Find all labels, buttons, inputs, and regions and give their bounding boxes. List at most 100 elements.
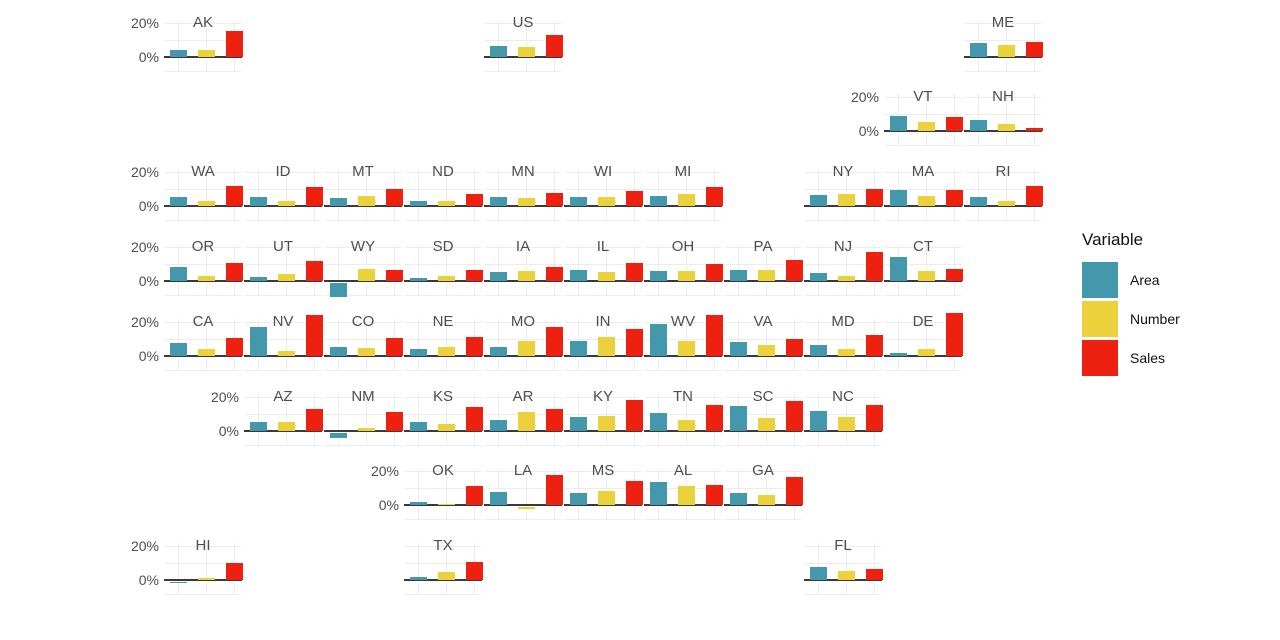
panel-title-SD: SD (432, 238, 454, 255)
gridline-vertical (446, 169, 447, 221)
gridline-horizontal (405, 488, 481, 489)
state-panel-LA: LA (484, 462, 563, 520)
gridline-horizontal (485, 322, 561, 323)
state-panel-WY: WY (324, 238, 403, 297)
bar-area-IL (570, 270, 587, 281)
gridline-horizontal (725, 471, 801, 472)
gridline-horizontal (965, 23, 1041, 24)
panel-title-NJ: NJ (833, 238, 853, 255)
bar-area-CO (330, 347, 347, 356)
gridline-horizontal (165, 339, 241, 340)
bar-sales-FL (866, 569, 883, 580)
state-panel-MD: MD (804, 313, 883, 371)
gridline-vertical (1006, 169, 1007, 221)
state-panel-IN: IN (564, 313, 643, 371)
bar-area-WA (170, 197, 187, 206)
bar-sales-CO (386, 338, 403, 356)
bar-area-KS (410, 422, 427, 431)
panel-title-NC: NC (832, 388, 854, 405)
panel-title-DE: DE (912, 313, 934, 330)
gridline-horizontal (965, 97, 1041, 98)
bar-sales-WI (626, 191, 643, 206)
bar-number-WA (198, 201, 215, 206)
gridline-horizontal (725, 397, 801, 398)
bar-number-RI (998, 201, 1015, 206)
gridline-horizontal (645, 189, 721, 190)
gridline-horizontal (245, 339, 321, 340)
gridline-vertical (1034, 94, 1035, 146)
gridline-horizontal (725, 445, 801, 446)
gridline-vertical (578, 169, 579, 221)
bar-sales-VA (786, 339, 803, 356)
panel-title-WA: WA (191, 163, 215, 180)
bar-area-NY (810, 195, 827, 206)
bar-area-SD (410, 278, 427, 281)
bar-number-OH (678, 271, 695, 281)
x-axis-line (164, 280, 242, 282)
state-panel-IA: IA (484, 238, 563, 296)
bar-area-NE (410, 349, 427, 356)
x-axis-line (804, 430, 882, 432)
x-axis-line (644, 280, 722, 282)
bar-area-MI (650, 196, 667, 206)
gridline-vertical (338, 394, 339, 446)
y-axis-label-0-CA: 0% (138, 348, 159, 364)
gridline-horizontal (805, 546, 881, 547)
gridline-horizontal (405, 172, 481, 173)
gridline-horizontal (405, 445, 481, 446)
panel-title-VT: VT (913, 88, 933, 105)
state-panel-MN: MN (484, 163, 563, 221)
gridline-vertical (206, 244, 207, 296)
gridline-horizontal (805, 322, 881, 323)
panel-title-FL: FL (834, 537, 852, 554)
state-panel-CO: CO (324, 313, 403, 371)
state-panel-OK: OK (404, 462, 483, 520)
x-axis-line (564, 430, 642, 432)
gridline-horizontal (485, 339, 561, 340)
panel-title-AL: AL (673, 462, 693, 479)
gridline-vertical (498, 244, 499, 296)
state-panel-UT: UT (244, 238, 323, 296)
x-axis-line (324, 430, 402, 432)
bar-number-CO (358, 348, 375, 356)
gridline-horizontal (885, 172, 961, 173)
x-axis-line (484, 355, 562, 357)
bar-number-AL (678, 486, 695, 505)
state-panel-ID: ID (244, 163, 323, 221)
gridline-horizontal (245, 322, 321, 323)
gridline-horizontal (885, 145, 961, 146)
bar-number-PA (758, 270, 775, 281)
panel-title-MS: MS (591, 462, 615, 479)
bar-area-AZ (250, 422, 267, 431)
state-panel-WA: WA (164, 163, 243, 221)
gridline-vertical (418, 394, 419, 446)
gridline-horizontal (165, 71, 241, 72)
gridline-horizontal (725, 295, 801, 296)
bar-number-US (518, 47, 535, 57)
gridline-horizontal (165, 546, 241, 547)
y-axis-label-0-HI: 0% (138, 572, 159, 588)
bar-number-CA (198, 349, 215, 356)
y-axis-label-0-OR: 0% (138, 273, 159, 289)
bar-sales-MI (706, 187, 723, 206)
panel-title-WI: WI (593, 163, 613, 180)
y-axis-label-20-AZ: 20% (210, 389, 239, 405)
bar-sales-NY (866, 189, 883, 206)
gridline-horizontal (485, 519, 561, 520)
gridline-horizontal (645, 519, 721, 520)
x-axis-line (404, 280, 482, 282)
gridline-horizontal (565, 189, 641, 190)
bar-sales-NE (466, 337, 483, 356)
area-swatch-icon (1082, 262, 1118, 298)
gridline-horizontal (405, 397, 481, 398)
x-axis-line (964, 130, 1042, 132)
y-axis-label-20-CA: 20% (130, 314, 159, 330)
gridline-horizontal (245, 445, 321, 446)
gridline-vertical (846, 244, 847, 296)
x-axis-line (644, 355, 722, 357)
gridline-horizontal (645, 295, 721, 296)
gridline-horizontal (805, 414, 881, 415)
panel-title-UT: UT (273, 238, 293, 255)
state-panel-KS: KS (404, 388, 483, 446)
bar-area-ME (970, 43, 987, 57)
